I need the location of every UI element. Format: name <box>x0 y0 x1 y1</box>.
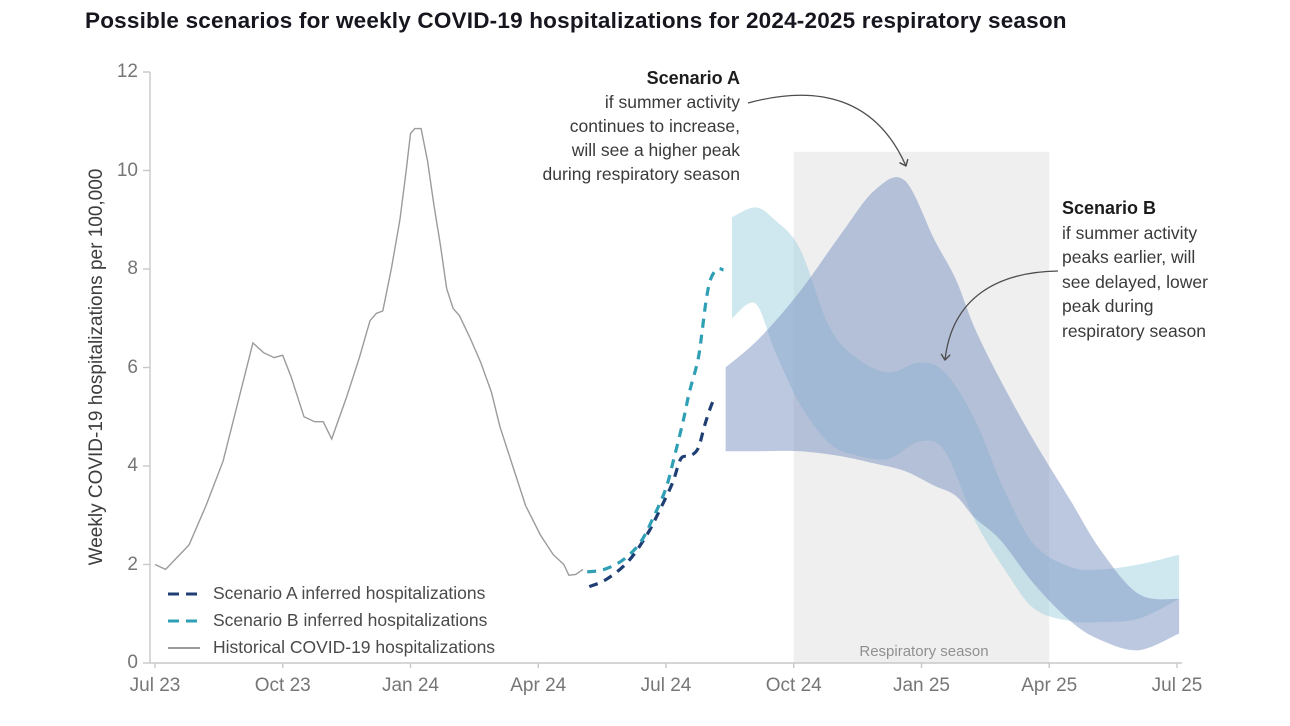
scenario-b-dash-swatch <box>168 619 200 622</box>
legend-label: Scenario B inferred hospitalizations <box>213 610 488 630</box>
legend-item-scenario-b: Scenario B inferred hospitalizations <box>167 607 495 634</box>
annotation-scenario-b: Scenario B if summer activity peaks earl… <box>1062 196 1290 343</box>
legend-item-historical: Historical COVID-19 hospitalizations <box>167 634 495 661</box>
legend: Scenario A inferred hospitalizations Sce… <box>167 580 495 661</box>
y-tick-label: 12 <box>116 61 138 82</box>
annotation-line: if summer activity <box>1062 222 1198 243</box>
annotation-line: if summer activity <box>604 92 740 112</box>
x-tick-label: Apr 25 <box>1021 675 1078 696</box>
x-tick-label: Jan 25 <box>892 675 950 696</box>
historical-line <box>154 127 584 577</box>
historical-line-swatch <box>168 646 200 649</box>
annotation-line: during respiratory season <box>542 164 740 184</box>
chart-title: Possible scenarios for weekly COVID-19 h… <box>85 8 1067 33</box>
x-tick-label: Oct 23 <box>254 675 311 696</box>
x-tick-label: Jan 24 <box>381 675 439 696</box>
scenario-b-arrow <box>940 270 1059 361</box>
annotation-scenario-b-title: Scenario B <box>1062 198 1157 218</box>
y-tick-label: 6 <box>127 356 138 378</box>
y-tick-label: 10 <box>116 159 138 181</box>
respiratory-season-label: Respiratory season <box>859 643 989 660</box>
annotation-line: continues to increase, <box>569 116 740 136</box>
annotation-scenario-a: Scenario A if summer activity continues … <box>440 66 740 186</box>
scenario-a-line <box>588 396 717 589</box>
annotation-line: see delayed, lower <box>1062 271 1208 292</box>
y-tick-label: 2 <box>127 553 138 575</box>
annotation-line: peak during <box>1062 296 1154 316</box>
legend-label: Scenario A inferred hospitalizations <box>213 583 486 603</box>
annotation-scenario-a-title: Scenario A <box>646 68 740 88</box>
annotation-line: respiratory season <box>1062 320 1206 341</box>
scenario-a-dash-swatch <box>168 592 200 595</box>
x-tick-label: Jul 24 <box>640 675 692 696</box>
annotation-line: peaks earlier, will <box>1062 247 1196 267</box>
y-tick-label: 0 <box>127 652 138 673</box>
y-tick-label: 4 <box>127 455 138 476</box>
x-tick-label: Oct 24 <box>765 675 822 696</box>
legend-item-scenario-a: Scenario A inferred hospitalizations <box>167 580 495 607</box>
scenario-a-band <box>725 177 1180 651</box>
scenario-a-arrow <box>747 94 909 167</box>
annotation-line: will see a higher peak <box>571 140 740 160</box>
legend-label: Historical COVID-19 hospitalizations <box>213 637 496 657</box>
x-tick-label: Jul 25 <box>1151 675 1203 696</box>
scenario-b-line <box>586 266 724 574</box>
x-tick-label: Apr 24 <box>510 675 567 696</box>
x-tick-label: Jul 23 <box>129 675 181 696</box>
y-tick-label: 8 <box>127 258 138 279</box>
